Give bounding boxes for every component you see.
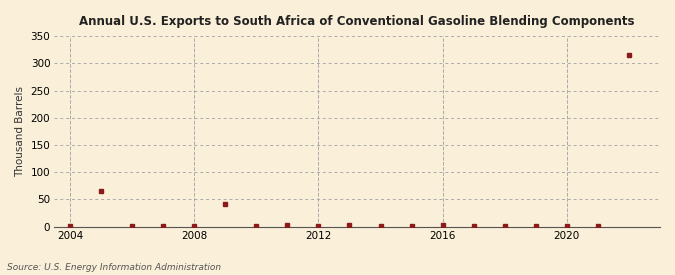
Y-axis label: Thousand Barrels: Thousand Barrels <box>15 86 25 177</box>
Text: Source: U.S. Energy Information Administration: Source: U.S. Energy Information Administ… <box>7 263 221 272</box>
Title: Annual U.S. Exports to South Africa of Conventional Gasoline Blending Components: Annual U.S. Exports to South Africa of C… <box>80 15 635 28</box>
